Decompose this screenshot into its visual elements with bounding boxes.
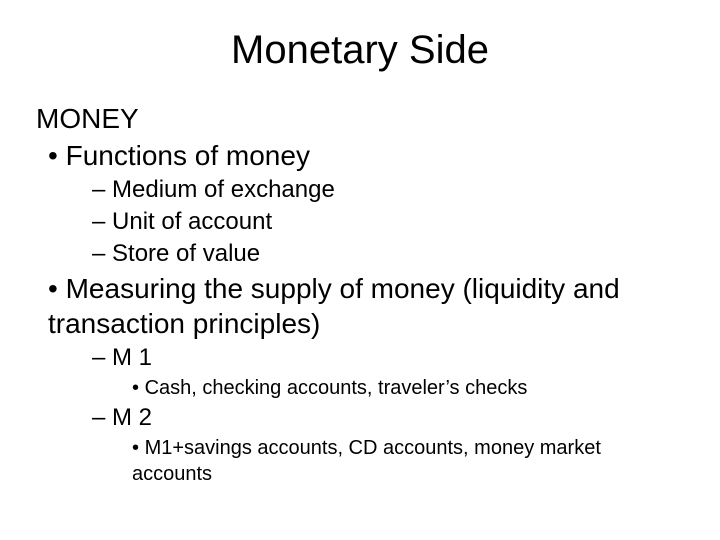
- bullet-functions: Functions of money: [48, 138, 684, 173]
- slide: Monetary Side MONEY Functions of money M…: [0, 0, 720, 540]
- sub-bullet-unit: Unit of account: [92, 207, 684, 237]
- sub-bullet-m2: M 2: [92, 403, 684, 433]
- section-heading: MONEY: [36, 101, 684, 136]
- sub-bullet-m1: M 1: [92, 343, 684, 373]
- slide-title: Monetary Side: [36, 28, 684, 73]
- subsub-bullet-m2-detail: M1+savings accounts, CD accounts, money …: [132, 435, 684, 487]
- sub-bullet-medium: Medium of exchange: [92, 175, 684, 205]
- bullet-measuring: Measuring the supply of money (liquidity…: [48, 271, 684, 341]
- sub-bullet-store: Store of value: [92, 239, 684, 269]
- subsub-bullet-m1-detail: Cash, checking accounts, traveler’s chec…: [132, 375, 684, 401]
